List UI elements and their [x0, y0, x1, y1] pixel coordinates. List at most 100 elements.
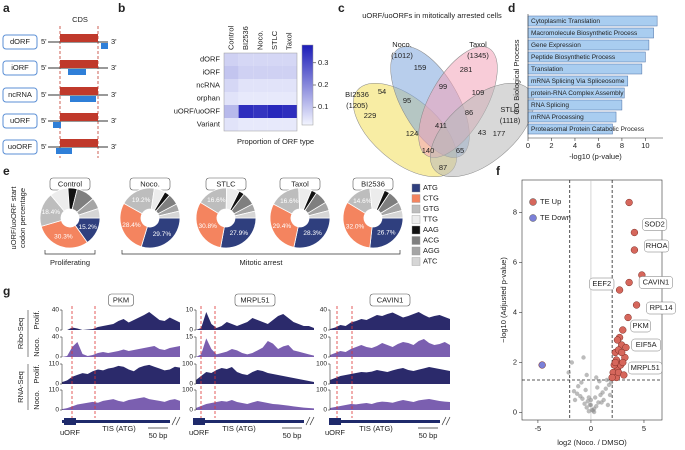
tis-label: TIS (ATG) [359, 424, 393, 433]
gene-label: EIF5A [636, 340, 657, 349]
point [588, 402, 594, 408]
legend-label: ATG [423, 183, 438, 192]
scale-label: 50 bp [419, 431, 438, 440]
uorf-label: uORF [325, 428, 345, 437]
y-tick-label: 0 [323, 407, 327, 414]
venn-region-count: 86 [465, 108, 473, 117]
row-label: Noco. [32, 390, 41, 410]
gene-label: RPL14 [650, 303, 673, 312]
panel-letter: c [338, 1, 345, 15]
pie-name: STLC [216, 179, 236, 188]
five-prime-label: 5' [41, 116, 47, 125]
coverage-area [196, 400, 314, 410]
y-tick-label: 40 [52, 334, 60, 341]
venn-set-count: (1205) [346, 101, 368, 110]
point [608, 373, 616, 382]
heat-cell [238, 79, 254, 92]
bar-label: Cytoplasmic Translation [531, 18, 600, 25]
legend-swatch [411, 225, 421, 235]
x-tick-label: 0 [589, 424, 593, 433]
y-tick-label: 2 [513, 357, 517, 366]
gene-model [196, 420, 304, 423]
y-tick-label: 0 [323, 354, 327, 361]
pie-name: Noco. [140, 179, 160, 188]
legend-swatch [411, 183, 421, 193]
point [619, 358, 627, 367]
heat-cell [282, 53, 297, 66]
donut-slice [78, 208, 101, 219]
coverage-area [330, 367, 450, 384]
y-tick-label: 0 [55, 381, 59, 388]
slice-label: 28.3% [303, 230, 322, 237]
gene-model [330, 420, 440, 423]
orf-type-box [2, 139, 38, 155]
y-axis-label: −log10 (Adjusted p-value) [499, 257, 508, 343]
heat-cell [267, 79, 283, 92]
coverage-area [62, 342, 180, 357]
cds-bar [60, 139, 98, 147]
gene-label: SOD2 [644, 219, 664, 228]
venn-region-count: 43 [478, 128, 486, 137]
heat-cell [267, 118, 283, 131]
point [630, 246, 639, 254]
venn-region-count: 159 [414, 63, 427, 72]
coverage-area [330, 312, 450, 330]
cds-bar [60, 87, 98, 95]
gene-label-box [638, 276, 673, 289]
x-tick-label: 8 [620, 141, 624, 150]
slice-label: 28.4% [122, 222, 141, 229]
uorf-label: uORF [189, 428, 209, 437]
legend-label: TTG [423, 214, 438, 223]
point [611, 358, 619, 367]
y-tick-label: 40 [52, 307, 60, 314]
row-label: dORF [200, 54, 220, 63]
coverage-area [196, 312, 314, 330]
heat-cell [238, 105, 254, 118]
orf-bar [70, 96, 96, 102]
venn-set-count: (1012) [391, 51, 413, 60]
gene-model [62, 420, 170, 423]
donut-slice [342, 201, 373, 249]
heat-cell [253, 79, 268, 92]
venn-set-name: Noco. [392, 40, 412, 49]
slice-label: 29.4% [273, 223, 292, 230]
point [585, 399, 590, 404]
slice-label: 30.8% [199, 223, 218, 230]
donut-slice [293, 217, 331, 249]
three-prime-label: 3' [111, 142, 117, 151]
point [538, 361, 546, 369]
bar-label: mRNA Splicing Via Spliceosome [531, 78, 625, 85]
bar-label: Gene Expression [531, 42, 581, 49]
heat-cell [238, 66, 254, 79]
coverage-area [196, 367, 314, 384]
y-tick-label: 100 [316, 387, 327, 394]
point [630, 228, 639, 237]
slice-label: 16.6% [207, 197, 226, 204]
orf-bar [68, 69, 86, 75]
gene-label-box [630, 319, 651, 333]
y-tick-label: 0 [189, 354, 193, 361]
heat-cell [253, 92, 268, 105]
five-prime-label: 5' [41, 37, 47, 46]
legend-label: TE Down [540, 213, 571, 222]
bar-label: mRNA Processing [531, 114, 584, 121]
point [584, 372, 589, 378]
x-tick-label: 10 [641, 141, 649, 150]
point [571, 389, 577, 394]
gene-label-box [644, 239, 670, 253]
point [625, 278, 633, 287]
donut-slice [308, 210, 331, 219]
gene-label: CAVIN1 [643, 277, 670, 286]
colorbar-tick-label: 0.3 [318, 58, 328, 67]
heat-cell [253, 53, 268, 66]
heat-cell [224, 79, 239, 92]
heat-cell [224, 66, 239, 79]
point [581, 355, 586, 360]
point [599, 400, 604, 405]
point [594, 404, 599, 409]
y-tick-label: 6 [513, 257, 517, 266]
column-label: BI2536 [241, 26, 250, 50]
cds-bar [60, 60, 98, 68]
bar-label: Macromolecule Biosynthetic Process [531, 30, 638, 37]
gene-label-box [646, 301, 676, 315]
